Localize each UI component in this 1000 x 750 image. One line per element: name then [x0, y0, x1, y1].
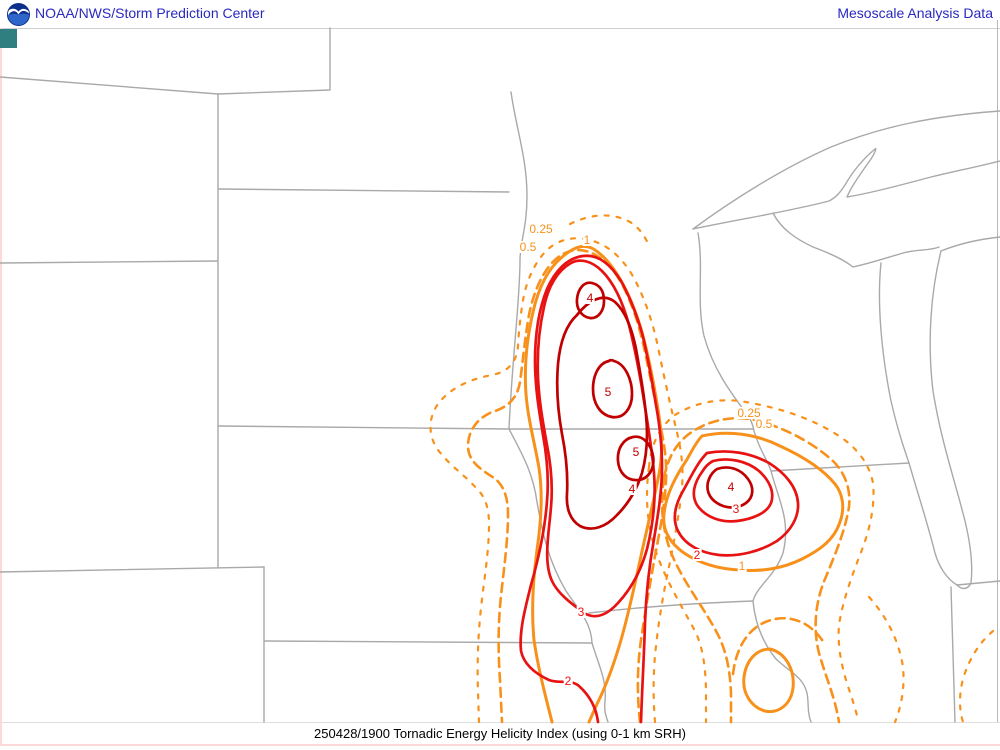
map-color-swatch: [0, 29, 17, 48]
contour-group-5: [591, 358, 655, 482]
map-caption: 250428/1900 Tornadic Energy Helicity Ind…: [314, 726, 686, 741]
noaa-logo-icon[interactable]: [7, 3, 30, 26]
spc-home-link[interactable]: NOAA/NWS/Storm Prediction Center: [35, 5, 265, 21]
page-title: Mesoscale Analysis Data: [837, 5, 993, 21]
contour-group-025: [429, 214, 995, 724]
page-header: NOAA/NWS/Storm Prediction Center Mesosca…: [0, 0, 1000, 28]
page-bottom-border: [0, 744, 1000, 746]
map-left-border: [0, 28, 2, 745]
contour-group-1: [523, 244, 845, 724]
map-bottom-border: [0, 722, 1000, 723]
contour-group-3: [536, 259, 774, 618]
map-right-border: [997, 20, 998, 722]
contour-group-05: [466, 248, 851, 724]
state-borders: [0, 27, 1000, 723]
contour-group-2: [519, 254, 800, 724]
map-top-border: [0, 28, 1000, 29]
